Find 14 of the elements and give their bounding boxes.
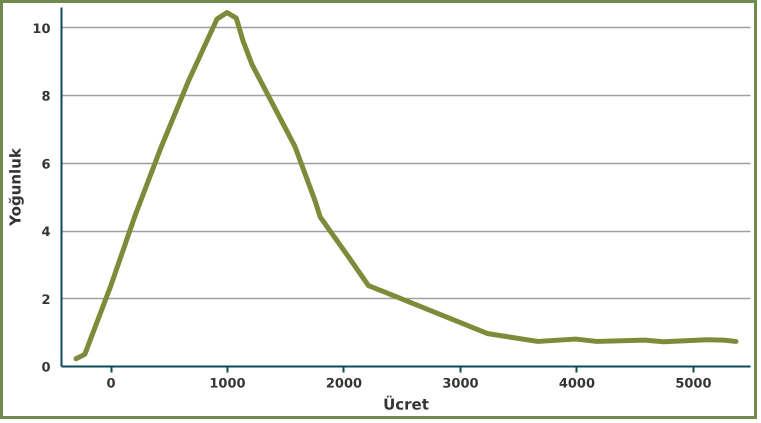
x-axis-title: Ücret — [383, 396, 429, 414]
y-tick-label: 4 — [41, 225, 50, 240]
x-tick-label: 0 — [106, 376, 116, 392]
y-tick-label: 6 — [41, 157, 50, 172]
x-tick-label: 2000 — [326, 376, 362, 392]
x-tick-label: 4000 — [558, 376, 596, 392]
y-axis-title: Yoğunluk — [6, 147, 24, 227]
x-tick-label: 1000 — [209, 376, 246, 392]
y-tick-label: 8 — [41, 90, 50, 105]
y-tick-label: 0 — [41, 360, 50, 376]
x-tick-label: 5000 — [675, 376, 712, 392]
y-tick-label: 10 — [32, 22, 51, 37]
x-tick-label: 3000 — [442, 376, 479, 392]
y-tick-label: 2 — [41, 292, 50, 308]
